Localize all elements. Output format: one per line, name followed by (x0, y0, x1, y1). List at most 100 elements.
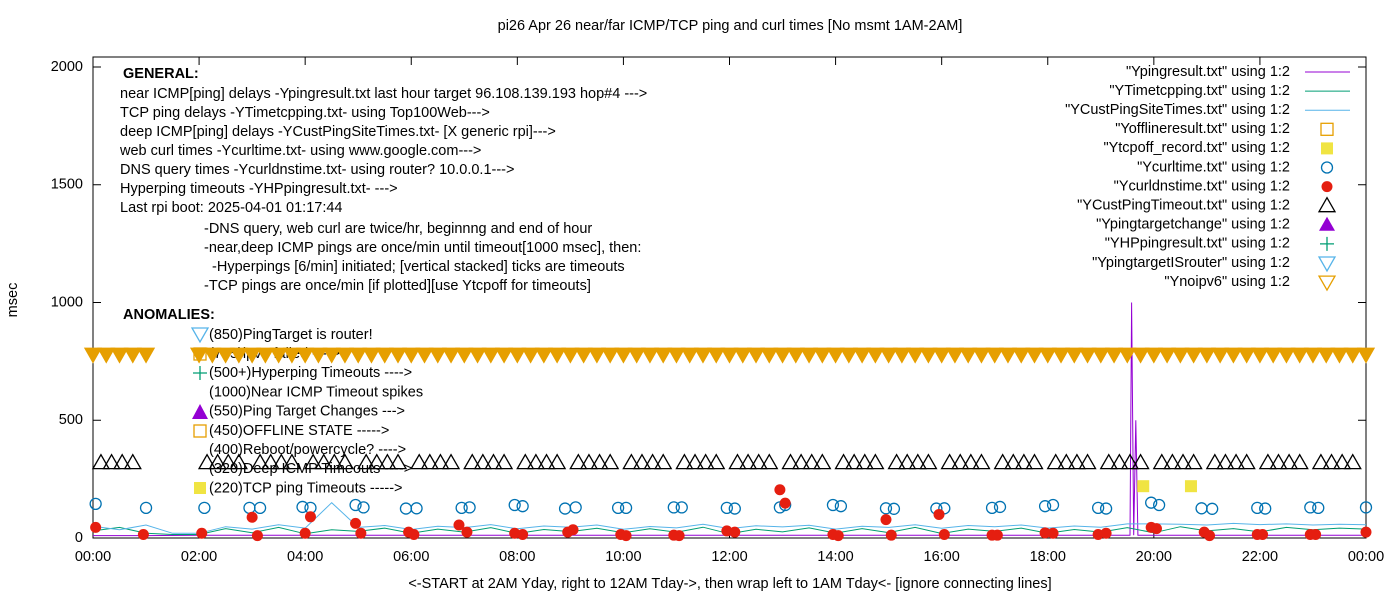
point (481, 347, 500, 364)
legend-label: "YCustPingSiteTimes.txt" using 1:2 (1065, 102, 1290, 118)
point (189, 347, 209, 364)
point (1039, 527, 1051, 539)
point (1152, 498, 1166, 512)
point (455, 501, 468, 515)
note-line: -DNS query, web curl are twice/hr, begin… (204, 221, 592, 237)
point (90, 521, 102, 533)
point (1356, 347, 1376, 364)
point (832, 530, 844, 542)
point (1290, 347, 1309, 364)
point (468, 347, 487, 364)
anomaly-icons (190, 327, 210, 494)
point (375, 347, 394, 364)
legend-swatch (1319, 216, 1335, 231)
point (667, 347, 686, 364)
point (880, 514, 892, 526)
point (282, 453, 302, 470)
point (388, 347, 408, 364)
point (1250, 347, 1270, 364)
icon-tcp-timeout (194, 482, 206, 494)
legend-label: "Yofflineresult.txt" using 1:2 (1115, 121, 1290, 137)
point (1104, 347, 1124, 364)
point (410, 502, 423, 515)
x-tick-label: 14:00 (817, 549, 853, 565)
point (304, 511, 316, 523)
point (779, 497, 791, 509)
point (1204, 530, 1216, 542)
point (728, 502, 741, 515)
point (1343, 347, 1362, 364)
point (1014, 453, 1034, 470)
note-line: -Hyperpings [6/min] initiated; [vertical… (204, 259, 625, 275)
y-tick-label: 1000 (51, 294, 83, 310)
point (89, 497, 102, 511)
point (517, 528, 529, 540)
point (1226, 453, 1246, 470)
point (720, 501, 733, 515)
x-tick-label: 18:00 (1030, 549, 1066, 565)
point (349, 347, 368, 364)
point (852, 347, 872, 364)
point (1257, 528, 1269, 540)
point (1211, 347, 1230, 364)
point (887, 453, 906, 470)
point (1047, 527, 1059, 539)
point (620, 530, 632, 542)
point (675, 501, 688, 514)
legend-label: "Ycurldnstime.txt" using 1:2 (1114, 178, 1290, 194)
point (985, 501, 999, 515)
point (335, 347, 355, 364)
point (855, 453, 874, 470)
point (1131, 347, 1150, 364)
point (945, 347, 965, 364)
point (773, 347, 792, 364)
point (579, 453, 599, 470)
point (1251, 501, 1264, 515)
anomaly-line: (850)PingTarget is router! (209, 327, 373, 343)
point (516, 500, 529, 513)
point (1025, 347, 1044, 364)
point (1144, 347, 1163, 364)
point (1311, 453, 1331, 470)
point (1279, 453, 1299, 470)
x-tick-label: 00:00 (75, 549, 111, 565)
point (410, 453, 429, 470)
point (453, 519, 465, 531)
anomaly-line: (400)Reboot/powercycle? ----> (209, 442, 406, 458)
point (558, 502, 572, 515)
point (781, 453, 800, 470)
point (834, 500, 848, 513)
point (993, 500, 1007, 514)
point (196, 527, 208, 539)
point (399, 502, 413, 515)
point (614, 347, 633, 364)
point (534, 347, 553, 364)
point (1118, 347, 1137, 364)
point (906, 347, 925, 364)
general-line: near ICMP[ping] delays -Ypingresult.txt … (120, 86, 647, 102)
point (428, 347, 447, 364)
legend-swatch (1320, 122, 1334, 136)
point (887, 502, 901, 515)
point (1078, 347, 1097, 364)
icon-hyperping (193, 366, 207, 380)
series (91, 453, 1362, 470)
point (246, 511, 258, 523)
point (774, 484, 786, 496)
point (272, 453, 291, 470)
general-line: Last rpi boot: 2025-04-01 01:17:44 (120, 200, 343, 216)
point (322, 347, 341, 364)
point (1137, 480, 1150, 493)
point (1099, 502, 1113, 515)
point (991, 529, 1003, 541)
point (932, 347, 951, 364)
point (569, 453, 588, 470)
point (537, 453, 556, 470)
point (1317, 347, 1336, 364)
x-axis-label: <-START at 2AM Yday, right to 12AM Tday-… (408, 576, 1051, 592)
point (590, 453, 609, 470)
legend-swatch (1321, 181, 1333, 193)
point (521, 347, 540, 364)
point (972, 347, 991, 364)
